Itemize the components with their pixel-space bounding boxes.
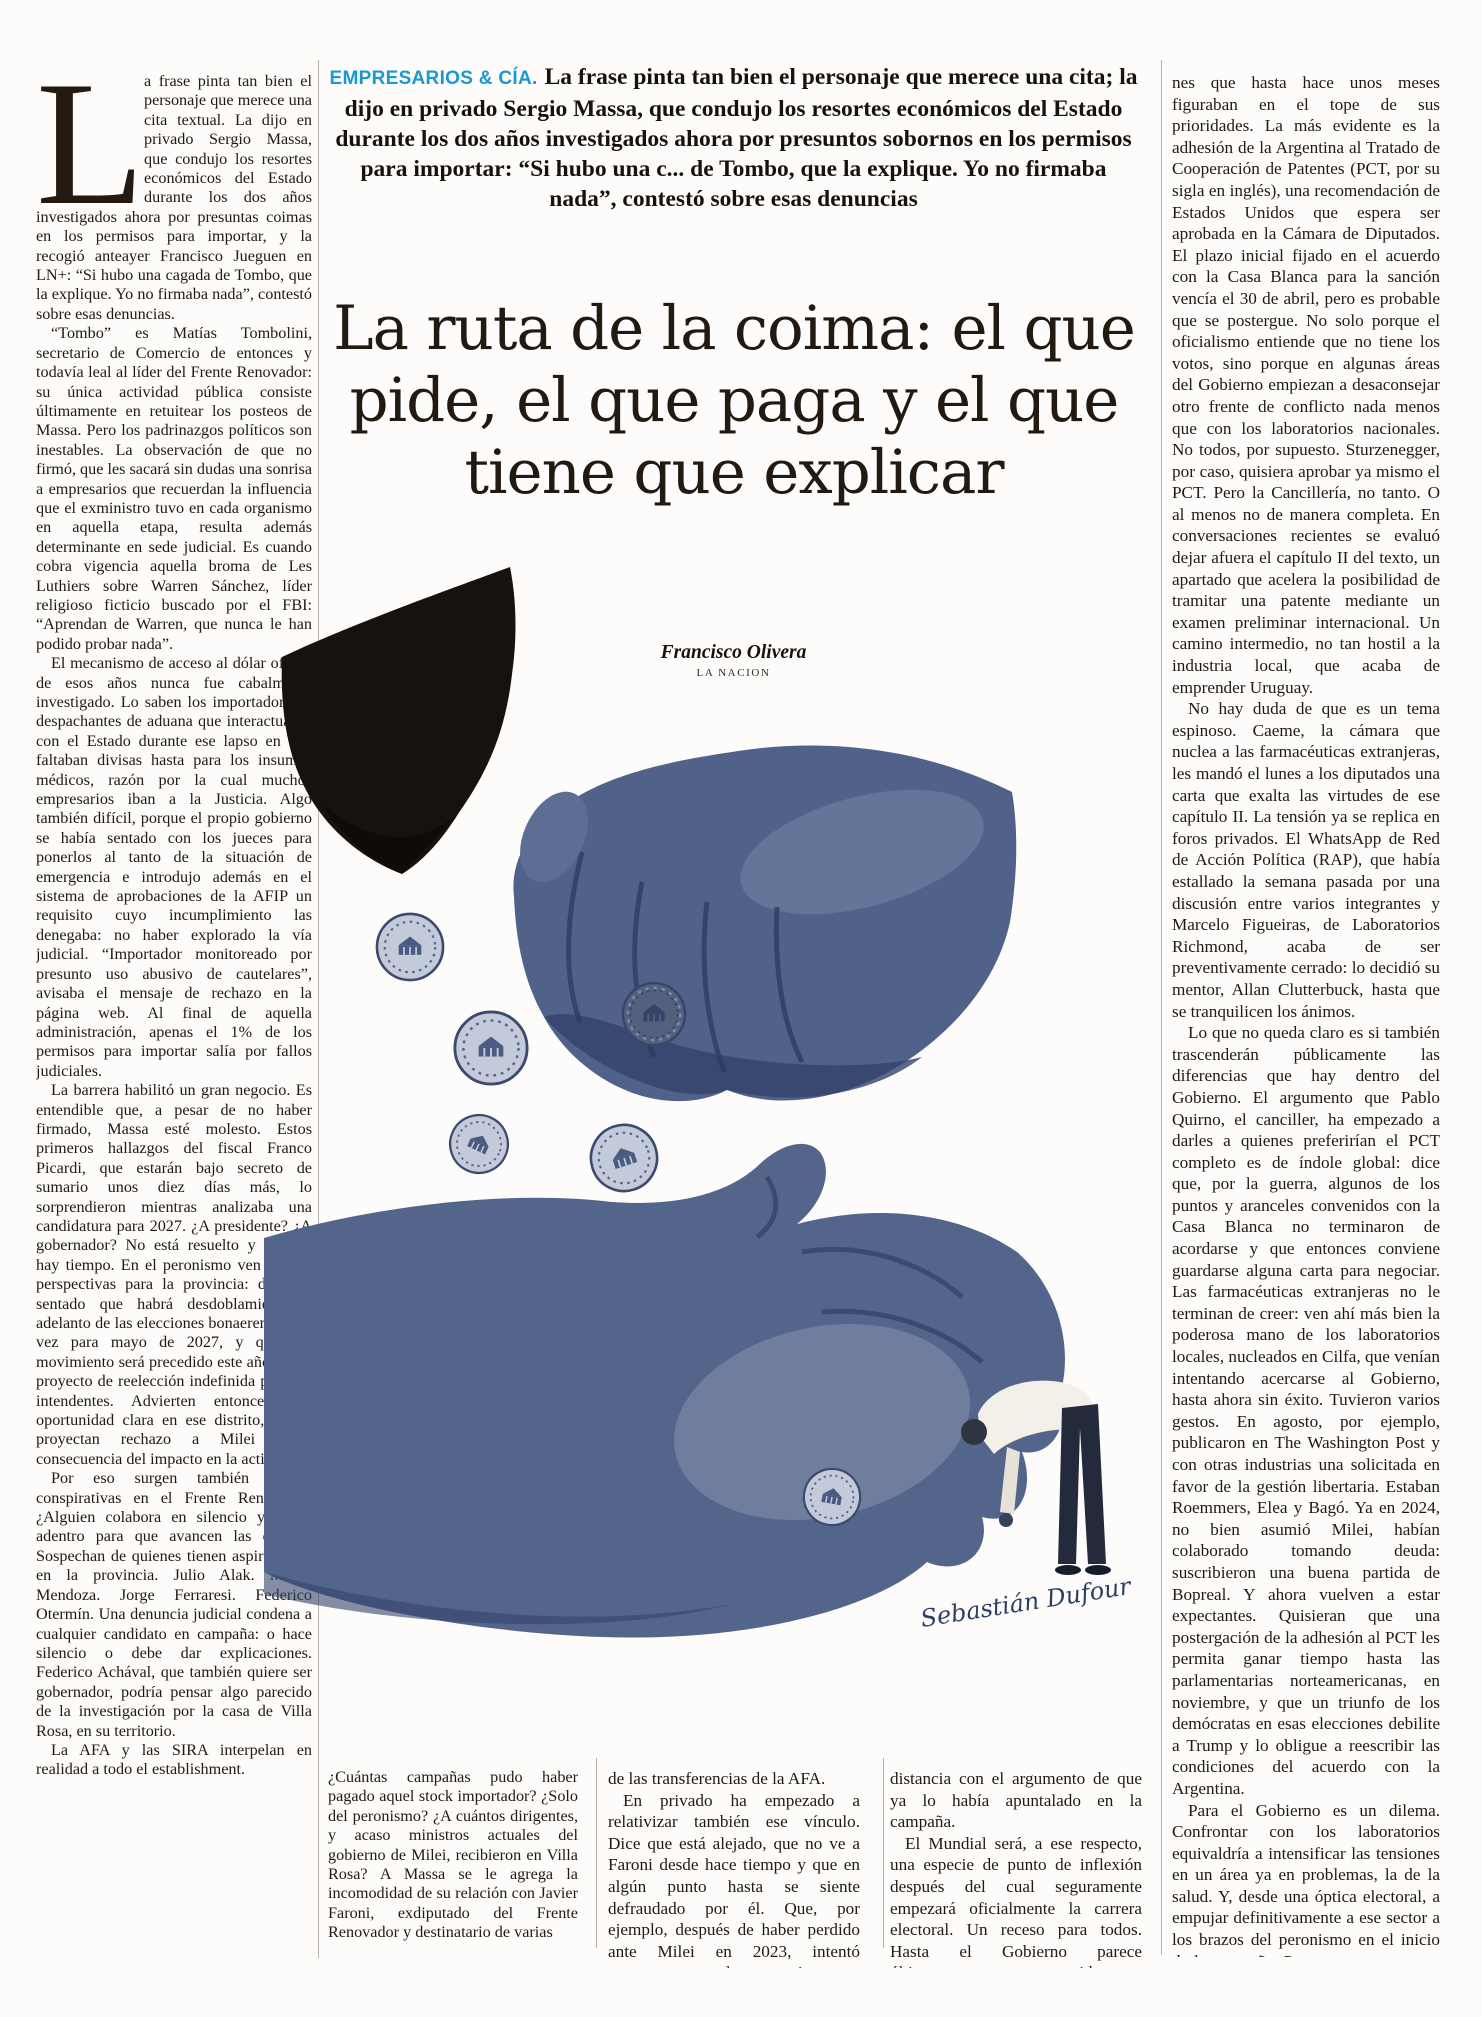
- artist-signature: Sebastián Dufour: [919, 1572, 1135, 1633]
- paragraph: “Tombo” es Matías Tombolini, secretario …: [36, 324, 312, 653]
- bottom-column-1: ¿Cuántas campañas pudo haber pagado aque…: [328, 1768, 578, 1968]
- lower-hand: [264, 1143, 1065, 1638]
- man-shoe: [1085, 1565, 1111, 1575]
- paragraph: Lo que no queda claro es si también tras…: [1172, 1023, 1440, 1798]
- paragraph: La barrera habilitó un gran negocio. Es …: [36, 1081, 312, 1468]
- paragraph: distancia con el argumento de que ya lo …: [890, 1769, 1142, 1832]
- lede-text: La frase pinta tan bien el personaje que…: [335, 64, 1138, 212]
- hat-brim-shadow: [322, 804, 458, 874]
- headline: La ruta de la coima: el que pide, el que…: [333, 292, 1136, 508]
- column-rule-bottom-2: [883, 1758, 884, 1948]
- editorial-illustration: Sebastián Dufour: [264, 567, 1135, 1638]
- paragraph: No hay duda de que es un tema espinoso. …: [1172, 699, 1440, 1021]
- bottom-column-2: de las transferencias de la AFA. En priv…: [608, 1768, 860, 1968]
- bottom-column-3: distancia con el argumento de que ya lo …: [890, 1768, 1142, 1968]
- column-rule-left: [318, 60, 319, 1958]
- drop-cap: L: [36, 78, 138, 206]
- falling-coins: [335, 912, 687, 1339]
- upper-hand: [513, 745, 1017, 1102]
- man-hand: [999, 1513, 1013, 1527]
- man-head: [961, 1419, 987, 1445]
- man-shirt: [978, 1380, 1094, 1454]
- paragraph: En privado ha empezado a relativizar tam…: [608, 1790, 860, 1968]
- paragraph: nes que hasta hace unos meses figuraban …: [1172, 73, 1440, 697]
- paragraph: de las transferencias de la AFA.: [608, 1769, 826, 1788]
- byline-author: Francisco Olivera: [660, 642, 807, 663]
- paragraph: ¿Cuántas campañas pudo haber pagado aque…: [328, 1768, 578, 1942]
- man-trousers: [1058, 1404, 1106, 1564]
- byline: Francisco Olivera LA NACION: [327, 642, 1140, 679]
- paragraph-text: a frase pinta tan bien el personaje que …: [36, 72, 312, 323]
- paragraph: La AFA y las SIRA interpelan en realidad…: [36, 1740, 312, 1779]
- column-rule-right: [1161, 60, 1162, 1955]
- man-arm: [1000, 1447, 1020, 1514]
- byline-outlet: LA NACION: [696, 667, 771, 679]
- paragraph: El mecanismo de acceso al dólar oficial …: [36, 654, 312, 1080]
- bowing-man: [961, 1380, 1111, 1575]
- column-rule-bottom-1: [596, 1758, 597, 1948]
- paragraph: Por eso surgen también teorías conspirat…: [36, 1469, 312, 1740]
- lede-paragraph: EMPRESARIOS & CÍA. La frase pinta tan bie…: [327, 62, 1140, 214]
- right-article-column: nes que hasta hace unos meses figuraban …: [1172, 72, 1440, 1957]
- paragraph: Para el Gobierno es un dilema. Confronta…: [1172, 1800, 1440, 1958]
- lede-block: EMPRESARIOS & CÍA. La frase pinta tan bie…: [327, 62, 1140, 214]
- hat-shape: [281, 567, 516, 874]
- paragraph: El Mundial será, a ese respecto, una esp…: [890, 1833, 1142, 1968]
- man-shoe: [1055, 1565, 1081, 1575]
- section-kicker: EMPRESARIOS & CÍA.: [329, 68, 538, 89]
